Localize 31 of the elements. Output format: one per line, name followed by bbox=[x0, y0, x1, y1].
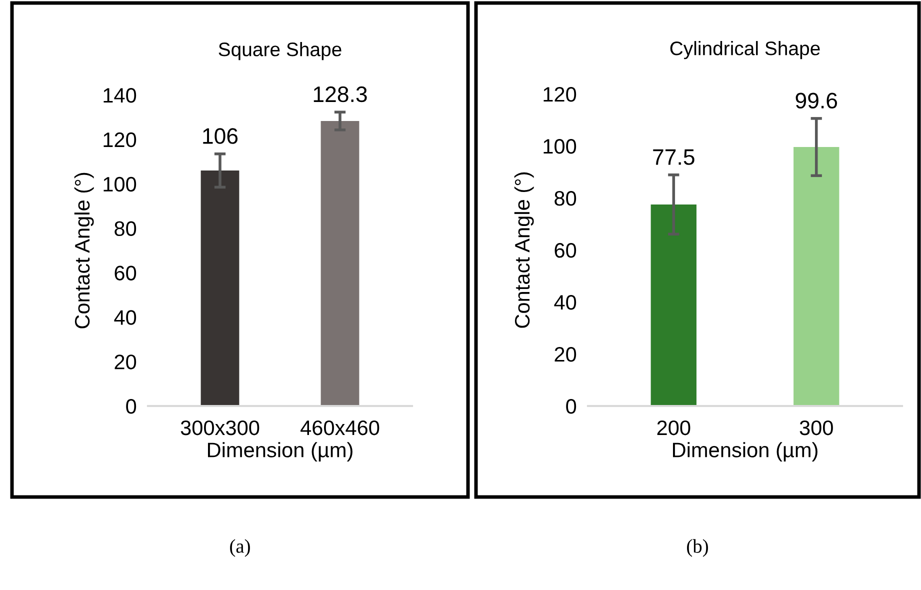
x-tick-label: 200 bbox=[657, 420, 690, 436]
text: (a) bbox=[230, 539, 250, 557]
x-tick-label: 300x300 bbox=[180, 420, 260, 436]
x-axis-title: Dimension (µm) bbox=[208, 442, 352, 462]
y-tick-label: 0 bbox=[126, 399, 136, 414]
chart-title: Cylindrical Shape bbox=[670, 41, 820, 60]
y-tick-label: 60 bbox=[554, 243, 576, 258]
y-tick-label: 80 bbox=[554, 191, 576, 206]
y-tick-label: 20 bbox=[554, 347, 576, 362]
y-tick-label: 80 bbox=[114, 221, 136, 236]
text: (b) bbox=[687, 539, 708, 557]
y-tick-label: 120 bbox=[104, 132, 136, 148]
y-axis-title: Contact Angle (°) bbox=[514, 172, 534, 328]
y-tick-label: 140 bbox=[104, 88, 136, 103]
y-tick-label: 40 bbox=[554, 295, 576, 310]
x-axis-title: Dimension (µm) bbox=[672, 442, 818, 462]
x-tick-label: 300 bbox=[800, 420, 833, 436]
y-axis-title: Contact Angle (°) bbox=[74, 172, 94, 328]
chart-title: Square Shape bbox=[218, 42, 342, 60]
y-tick-label: 40 bbox=[114, 310, 136, 325]
y-tick-label: 120 bbox=[544, 87, 576, 102]
y-tick-label: 60 bbox=[114, 266, 136, 280]
data-label: 99.6 bbox=[796, 92, 838, 108]
x-tick-label: 460x460 bbox=[300, 420, 380, 436]
y-tick-label: 100 bbox=[544, 139, 576, 154]
data-label: 106 bbox=[203, 128, 238, 144]
y-tick-label: 20 bbox=[114, 354, 136, 370]
data-label: 77.5 bbox=[653, 149, 694, 165]
y-tick-label: 100 bbox=[104, 176, 136, 192]
data-label: 128.3 bbox=[314, 86, 367, 102]
y-tick-label: 0 bbox=[566, 399, 576, 414]
